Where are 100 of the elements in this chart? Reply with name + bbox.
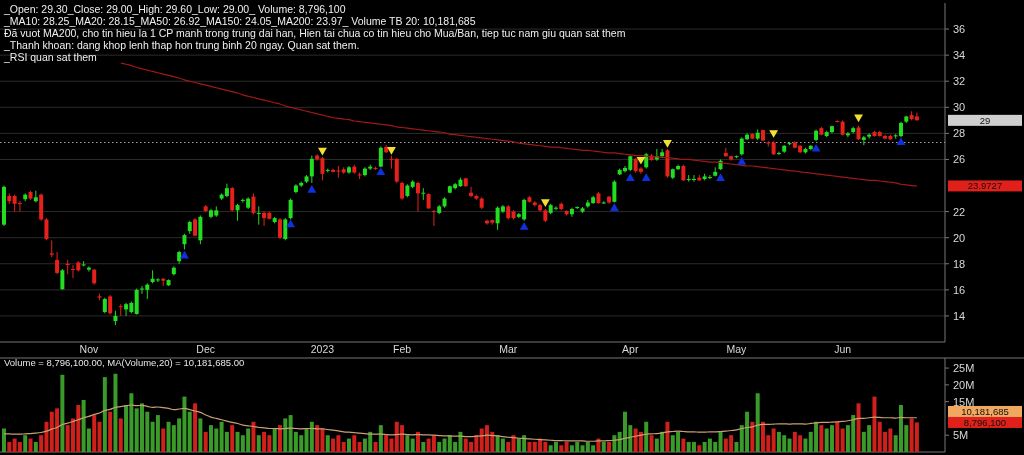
candlestick	[262, 211, 267, 227]
point	[376, 167, 386, 176]
candlestick	[118, 303, 123, 317]
bar	[511, 435, 516, 452]
point	[625, 173, 635, 181]
bar	[405, 435, 410, 452]
bar	[750, 421, 755, 452]
bar	[325, 435, 330, 452]
candlestick	[660, 148, 665, 158]
bar	[803, 438, 808, 452]
x-tick-label: 2023	[310, 343, 335, 355]
candlestick	[251, 192, 256, 215]
bar	[681, 438, 686, 452]
bar	[840, 428, 845, 452]
bar	[665, 421, 670, 452]
x-tick-label: Jun	[834, 343, 852, 355]
bar	[500, 438, 505, 452]
y-tick-label: 36	[953, 23, 966, 36]
point	[387, 147, 396, 155]
bar	[230, 425, 235, 452]
y-tick-label: 20	[953, 231, 966, 244]
bar	[437, 441, 442, 452]
x-tick-label: Apr	[622, 343, 639, 355]
candlestick	[431, 209, 436, 227]
bar	[378, 425, 383, 452]
bar	[283, 418, 288, 452]
y-tick-label: 28	[953, 127, 966, 140]
bar	[357, 441, 362, 452]
bar	[28, 438, 33, 452]
bar	[331, 438, 336, 452]
bar	[649, 435, 654, 452]
y-tick-label: 22	[953, 205, 966, 218]
bar	[315, 425, 320, 452]
bar	[193, 403, 198, 452]
annotation: _RSI quan sat them	[3, 51, 98, 63]
bar	[309, 421, 314, 452]
bar	[352, 435, 357, 452]
candlestick	[60, 268, 65, 291]
bar	[506, 441, 511, 452]
text: 29	[979, 114, 991, 126]
bar	[734, 441, 739, 452]
candlestick	[155, 277, 160, 283]
bar	[108, 411, 113, 452]
point	[737, 156, 747, 165]
bar	[23, 435, 28, 452]
bar	[187, 411, 192, 452]
bar	[410, 438, 415, 452]
point	[641, 173, 651, 181]
candlestick	[469, 186, 474, 198]
candlestick	[256, 205, 261, 226]
bar	[256, 435, 261, 452]
bar	[607, 441, 612, 452]
bar	[431, 435, 436, 452]
candlestick	[867, 132, 872, 140]
point	[318, 147, 327, 156]
bar	[718, 431, 723, 452]
bar	[155, 415, 160, 452]
x-tick-label: Mar	[499, 343, 518, 355]
bar	[601, 441, 606, 452]
bar	[113, 373, 118, 452]
point	[636, 156, 646, 165]
candlestick	[86, 265, 91, 273]
bar	[251, 421, 256, 452]
x-tick-label: Dec	[196, 343, 216, 355]
candlestick	[394, 157, 399, 184]
candlestick	[776, 151, 781, 156]
candlestick	[309, 155, 314, 184]
candlestick	[331, 168, 336, 173]
y-tick-label: 25M	[953, 362, 975, 375]
bar	[102, 377, 107, 452]
bar	[787, 438, 792, 452]
candlestick	[55, 251, 60, 275]
candlestick	[389, 155, 394, 170]
bar	[872, 396, 877, 452]
candlestick	[198, 215, 203, 245]
bar	[7, 441, 12, 452]
annotation: _MA10: 28.25_MA20: 28.15_MA50: 26.92_MA150: 24.05_MA200: 23.97_ Volume TB 20: 10,181,685	[3, 15, 476, 27]
bar	[161, 428, 166, 452]
text: 10,181,685	[961, 405, 1009, 417]
bar	[17, 441, 22, 452]
bar	[2, 428, 6, 452]
y-tick-label: 30	[953, 101, 966, 114]
annotation: _Thanh khoan: dang khop lenh thap hon trung binh 20 ngay. Quan sat them.	[3, 39, 360, 51]
text: 8,796,100	[963, 416, 1007, 428]
y-tick-label: 18	[953, 257, 966, 270]
candlestick	[283, 217, 288, 241]
bar	[755, 393, 760, 452]
y-tick-label: 16	[953, 283, 966, 296]
y-tick-label: 14	[953, 309, 966, 322]
point	[716, 173, 725, 181]
bar	[347, 438, 351, 452]
bar	[697, 445, 702, 452]
y-tick-label: 32	[953, 75, 966, 88]
bar	[819, 425, 824, 452]
bar	[92, 415, 97, 452]
bar	[272, 428, 277, 452]
y-tick-label: 26	[953, 153, 966, 166]
bar	[203, 431, 208, 452]
candlestick	[288, 198, 293, 220]
bar	[835, 421, 840, 452]
